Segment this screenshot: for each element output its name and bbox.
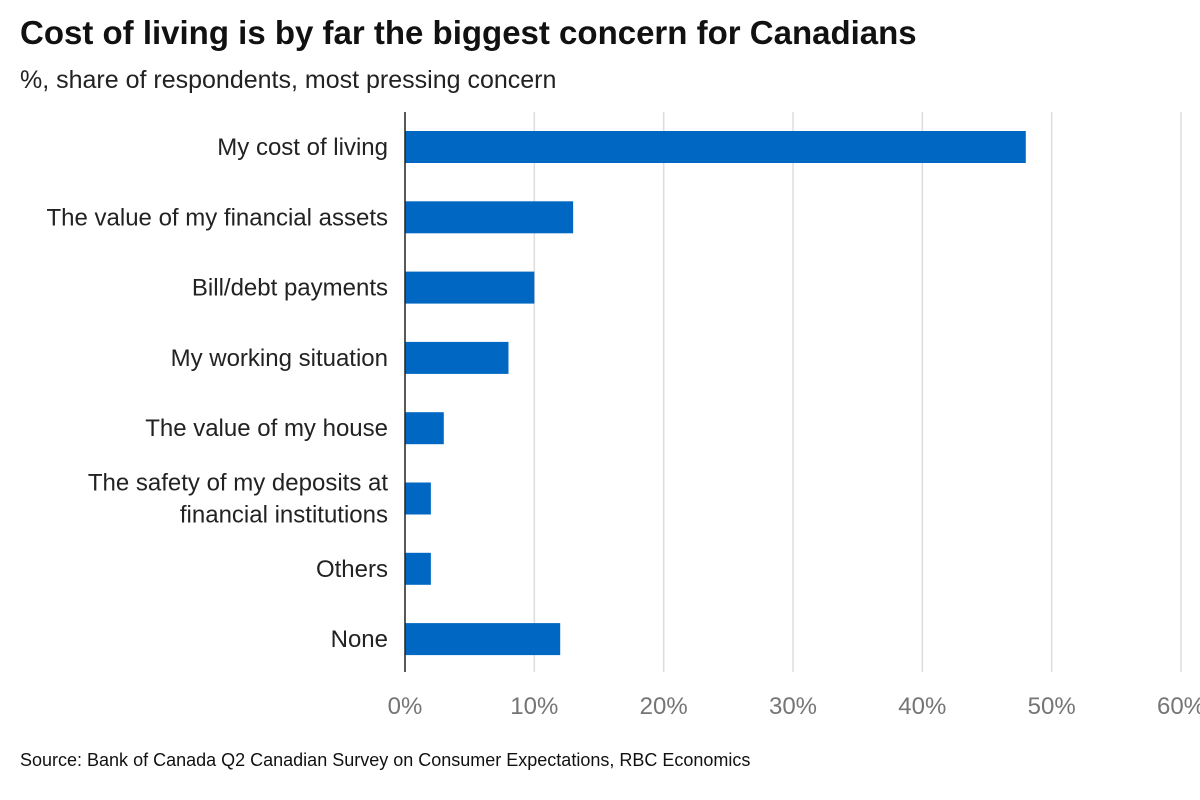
- bar: [405, 623, 561, 656]
- bar: [405, 341, 509, 374]
- x-tick-label: 10%: [510, 693, 558, 720]
- category-label: The value of my house: [145, 415, 388, 442]
- bar: [405, 201, 574, 234]
- x-tick-label: 30%: [769, 693, 817, 720]
- x-tick-label: 60%: [1157, 693, 1200, 720]
- category-label: My cost of living: [217, 134, 388, 161]
- category-label: The safety of my deposits at: [88, 470, 388, 497]
- category-label: Bill/debt payments: [192, 275, 388, 302]
- category-label: None: [331, 626, 388, 653]
- x-tick-label: 0%: [388, 693, 423, 720]
- category-label: Others: [316, 556, 388, 583]
- x-tick-label: 50%: [1028, 693, 1076, 720]
- category-label: financial institutions: [180, 502, 388, 529]
- bar: [405, 412, 444, 445]
- source-note: Source: Bank of Canada Q2 Canadian Surve…: [20, 750, 751, 770]
- x-tick-label: 20%: [640, 693, 688, 720]
- bar: [405, 271, 535, 304]
- category-label: My working situation: [171, 345, 388, 372]
- category-label: The value of my financial assets: [47, 204, 389, 231]
- chart-title: Cost of living is by far the biggest con…: [20, 14, 917, 51]
- x-tick-label: 40%: [898, 693, 946, 720]
- chart-subtitle: %, share of respondents, most pressing c…: [20, 66, 557, 94]
- bar: [405, 482, 431, 515]
- bar: [405, 552, 431, 585]
- bar: [405, 131, 1026, 163]
